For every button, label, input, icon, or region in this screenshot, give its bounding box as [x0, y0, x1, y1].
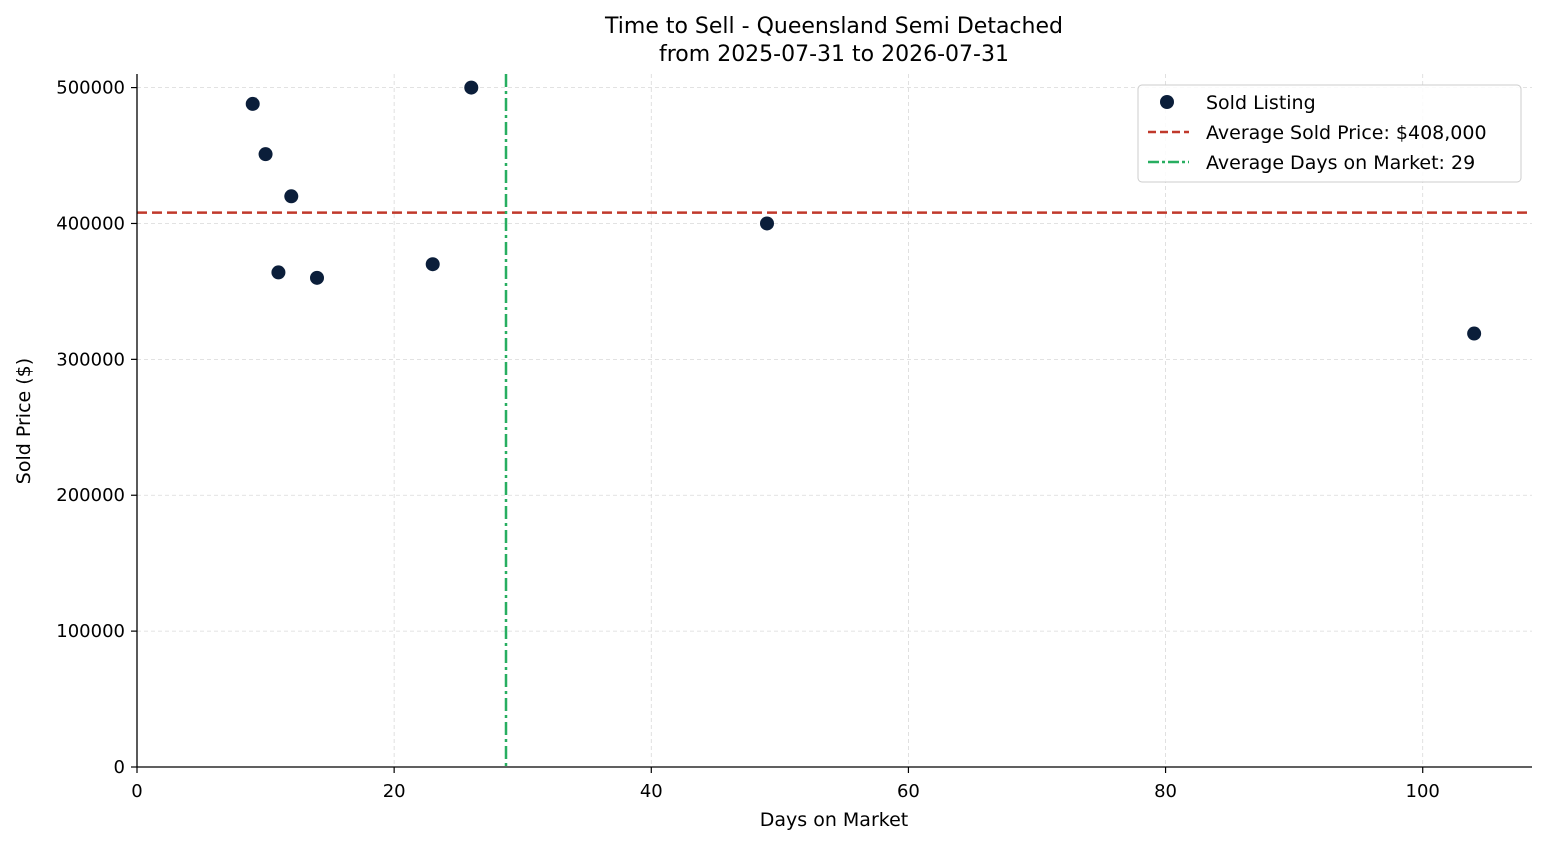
y-tick-label: 400000	[56, 213, 125, 234]
legend-frame	[1137, 84, 1522, 183]
y-tick-label: 300000	[56, 349, 125, 370]
data-point	[760, 216, 774, 231]
data-point	[1467, 326, 1482, 341]
x-tick-label: 20	[383, 781, 406, 802]
data-point	[245, 96, 260, 111]
data-point	[284, 189, 299, 204]
tick-labels: 0 20 40 60 80 100 0 100000 200000 300000 400000 500…	[56, 78, 1440, 802]
data-point	[271, 265, 286, 280]
data-point	[258, 147, 273, 162]
y-tick-label: 200000	[56, 485, 125, 506]
axes	[131, 74, 1532, 773]
data-point	[464, 80, 479, 95]
y-tick-label: 100000	[56, 621, 125, 642]
x-axis-label: Days on Market	[760, 809, 908, 831]
legend-marker-sold-listing	[1160, 95, 1174, 109]
y-axis-label: Sold Price ($)	[13, 358, 35, 484]
y-tick-label: 500000	[56, 78, 125, 99]
legend-label-sold-listing: Sold Listing	[1206, 92, 1316, 114]
x-tick-label: 0	[131, 781, 142, 802]
x-tick-label: 40	[640, 781, 663, 802]
x-tick-label: 100	[1406, 781, 1440, 802]
reference-lines	[137, 74, 1532, 767]
y-tick-label: 0	[114, 757, 125, 778]
legend-label-average-days: Average Days on Market: 29	[1206, 152, 1475, 174]
legend: Sold Listing Average Sold Price: $408,00…	[1137, 84, 1522, 183]
x-tick-label: 80	[1154, 781, 1177, 802]
data-point	[310, 270, 324, 285]
data-point	[425, 257, 440, 272]
data-points	[245, 80, 1482, 341]
legend-label-average-price: Average Sold Price: $408,000	[1206, 122, 1487, 144]
chart-subtitle: from 2025-07-31 to 2026-07-31	[659, 42, 1009, 67]
x-tick-label: 60	[897, 781, 920, 802]
chart-title: Time to Sell - Queensland Semi Detached	[604, 14, 1063, 39]
